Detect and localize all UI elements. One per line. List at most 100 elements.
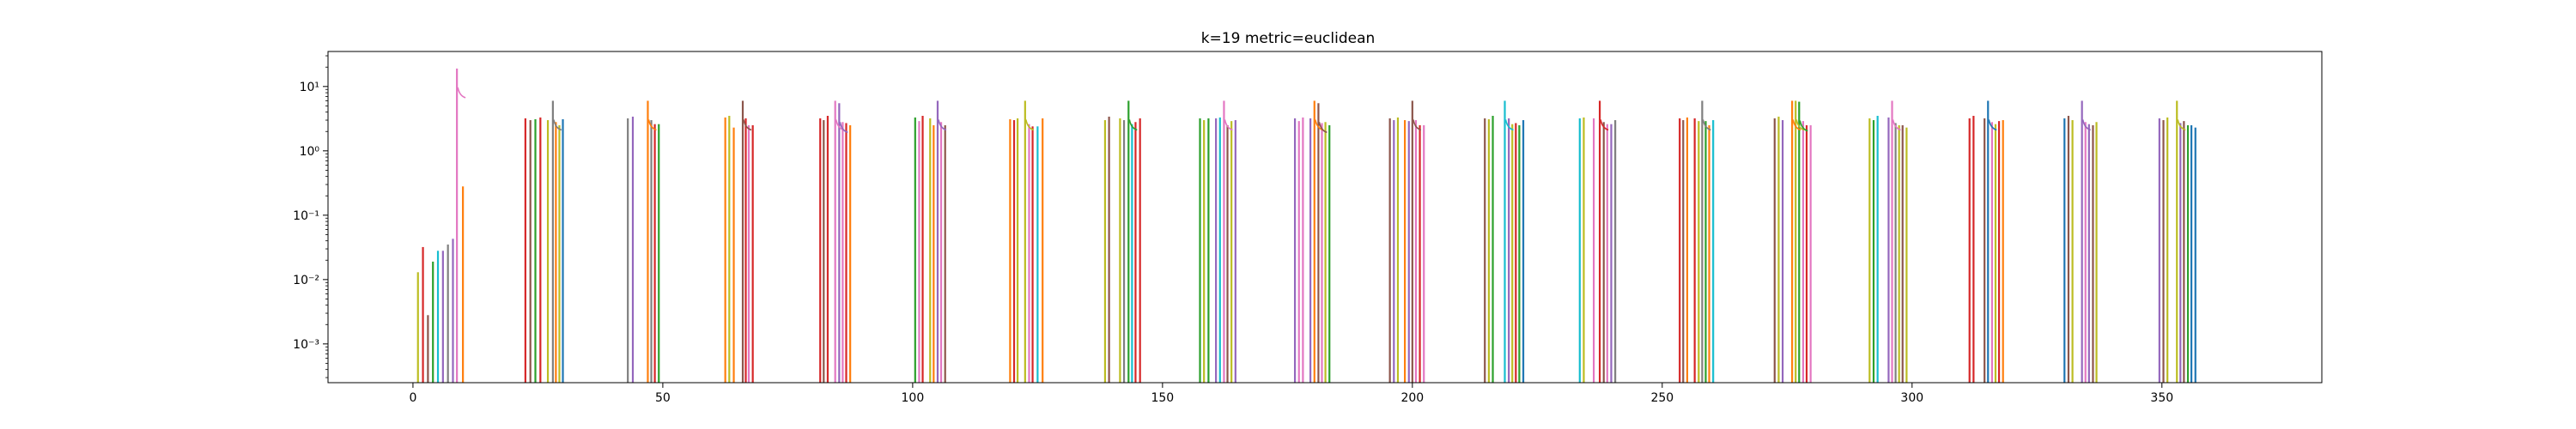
bar-cap-hook	[1025, 119, 1035, 131]
bar	[1297, 121, 1300, 383]
bar	[2002, 120, 2004, 383]
bar	[1972, 116, 1975, 383]
bar	[1872, 120, 1875, 383]
bar-cap-hook	[2081, 119, 2091, 131]
bar	[1606, 124, 1608, 383]
bar	[841, 122, 844, 383]
bar	[555, 122, 557, 383]
y-tick-label: 10⁻³	[293, 338, 319, 352]
bar	[1614, 120, 1617, 383]
bar	[1131, 124, 1133, 383]
bar	[1592, 118, 1595, 383]
bar	[650, 120, 653, 383]
bar	[1518, 124, 1521, 383]
bar-cap-hook	[1504, 119, 1514, 131]
bar	[1122, 120, 1126, 383]
bar	[1598, 100, 1601, 383]
bar-cap-hook	[2177, 119, 2186, 131]
bar	[728, 116, 731, 383]
bar	[1324, 122, 1327, 383]
bar	[1868, 118, 1871, 383]
bar	[1968, 118, 1971, 383]
bar	[562, 118, 564, 383]
bar	[1127, 100, 1130, 383]
bar	[944, 124, 946, 383]
x-tick-label: 100	[902, 391, 925, 405]
bar	[2166, 117, 2169, 384]
bar	[653, 124, 656, 383]
bar	[732, 127, 735, 383]
bar	[1997, 121, 2001, 383]
bar-cap-hook	[839, 122, 848, 134]
bar-cap-hook	[1795, 119, 1805, 131]
bar-cap-hook	[1988, 119, 1997, 131]
bar	[2183, 121, 2185, 383]
bar	[1994, 124, 1997, 383]
bar	[1984, 118, 1986, 383]
bar-cap-hook	[1600, 119, 1609, 131]
bar	[462, 186, 465, 383]
bar	[1704, 121, 1707, 383]
bar	[1313, 100, 1315, 383]
bar	[1321, 123, 1323, 383]
bar	[1809, 124, 1812, 383]
x-tick-label: 350	[2150, 391, 2173, 405]
bar	[1487, 118, 1490, 383]
bar	[1484, 118, 1486, 383]
bar	[631, 116, 635, 383]
bar	[1419, 124, 1421, 383]
bar	[1578, 118, 1581, 383]
bar	[1901, 124, 1904, 383]
bar-cap-hook	[1892, 119, 1901, 131]
bar	[1031, 126, 1034, 384]
bar	[1686, 117, 1689, 384]
bar	[747, 124, 750, 383]
bars-layer	[416, 68, 2196, 384]
bar	[456, 68, 459, 384]
bar	[1891, 100, 1893, 383]
bar	[1773, 118, 1776, 383]
bar	[1388, 118, 1391, 383]
bar	[427, 315, 429, 383]
bar	[933, 124, 935, 383]
bar	[2081, 100, 2083, 383]
bar	[2190, 124, 2193, 383]
bar	[1317, 103, 1320, 383]
bar	[2158, 118, 2160, 383]
bar	[416, 272, 419, 383]
bar	[2084, 122, 2087, 383]
x-tick-label: 200	[1400, 391, 1424, 405]
bar	[1511, 124, 1514, 383]
bar-cap-hook	[647, 119, 657, 131]
bar	[1393, 120, 1395, 383]
bar	[1407, 121, 1410, 383]
bar	[452, 239, 454, 383]
bar	[1411, 100, 1413, 383]
bar	[1139, 118, 1141, 383]
bar	[1791, 100, 1794, 383]
bar-cap-hook	[938, 119, 947, 131]
bar	[1515, 123, 1517, 383]
bar-cap-hook	[1224, 119, 1233, 131]
bar	[1610, 124, 1613, 383]
bar	[1798, 101, 1801, 384]
bar	[1309, 118, 1312, 383]
bar	[1226, 124, 1229, 383]
bar-cap-hook	[1702, 119, 1711, 131]
bar	[2095, 122, 2098, 383]
bar	[845, 123, 848, 383]
bar	[1230, 121, 1233, 383]
bar	[1876, 116, 1879, 383]
bar	[1103, 120, 1107, 383]
bar	[1781, 120, 1784, 383]
bar	[939, 122, 943, 383]
bar	[823, 120, 825, 383]
bar	[1905, 127, 1908, 383]
bar	[1414, 120, 1418, 383]
bar	[834, 100, 836, 383]
bar	[2186, 124, 2190, 383]
bar	[1898, 124, 1900, 383]
bar	[432, 261, 434, 383]
bar	[1215, 118, 1218, 383]
bar	[2092, 124, 2094, 383]
